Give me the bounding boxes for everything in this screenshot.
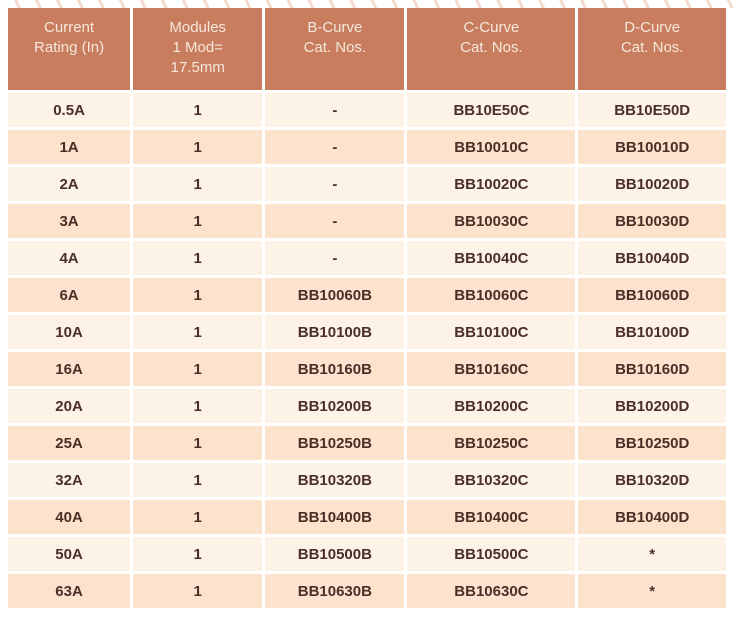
table-cell: 1 bbox=[133, 315, 263, 349]
table-row: 20A 1 BB10200B BB10200C BB10200D bbox=[8, 389, 726, 423]
table-cell: BB10200B bbox=[265, 389, 405, 423]
table-cell: BB10020C bbox=[407, 167, 576, 201]
table-row: 4A 1- BB10040C BB10040D bbox=[8, 241, 726, 275]
table-cell: 1 bbox=[133, 352, 263, 386]
table-cell: 1 bbox=[133, 500, 263, 534]
table-row: 0.5A 1- BB10E50C BB10E50D bbox=[8, 93, 726, 127]
table-cell: BB10060C bbox=[407, 278, 576, 312]
table-cell: BB10630B bbox=[265, 574, 405, 608]
table-cell: BB10200C bbox=[407, 389, 576, 423]
table-row: 32A 1 BB10320B BB10320C BB10320D bbox=[8, 463, 726, 497]
table-cell: BB10030D bbox=[578, 204, 726, 238]
table-cell: BB10100D bbox=[578, 315, 726, 349]
table-cell: 1 bbox=[133, 463, 263, 497]
table-cell: BB10250C bbox=[407, 426, 576, 460]
table-cell: BB10040D bbox=[578, 241, 726, 275]
table-cell: BB10200D bbox=[578, 389, 726, 423]
table-cell: 2A bbox=[8, 167, 131, 201]
table-cell: BB10320D bbox=[578, 463, 726, 497]
col-header-c-curve: C-Curve Cat. Nos. bbox=[407, 8, 576, 90]
table-cell: 3A bbox=[8, 204, 131, 238]
table-row: 6A 1 BB10060B BB10060C BB10060D bbox=[8, 278, 726, 312]
table-cell: BB10500B bbox=[265, 537, 405, 571]
col-header-current-rating: Current Rating (In) bbox=[8, 8, 131, 90]
table-cell: BB10160D bbox=[578, 352, 726, 386]
table-cell: 25A bbox=[8, 426, 131, 460]
table-header: Current Rating (In) Modules 1 Mod= 17.5m… bbox=[8, 8, 726, 90]
table-cell: * bbox=[578, 574, 726, 608]
table-cell: - bbox=[265, 167, 405, 201]
table-row: 25A 1 BB10250B BB10250C BB10250D bbox=[8, 426, 726, 460]
table-body: 0.5A 1- BB10E50C BB10E50D 1A 1- BB10010C BB1001… bbox=[8, 93, 726, 608]
col-header-d-curve: D-Curve Cat. Nos. bbox=[578, 8, 726, 90]
table-cell: 1 bbox=[133, 241, 263, 275]
table-cell: 10A bbox=[8, 315, 131, 349]
table-row: 3A 1- BB10030C BB10030D bbox=[8, 204, 726, 238]
table-cell: 1A bbox=[8, 130, 131, 164]
table-cell: 16A bbox=[8, 352, 131, 386]
catalog-table: Current Rating (In) Modules 1 Mod= 17.5m… bbox=[5, 5, 729, 611]
table-cell: BB10100B bbox=[265, 315, 405, 349]
table-row: 2A 1- BB10020C BB10020D bbox=[8, 167, 726, 201]
table-cell: BB10160B bbox=[265, 352, 405, 386]
table-cell: BB10060B bbox=[265, 278, 405, 312]
table-cell: BB10320B bbox=[265, 463, 405, 497]
table-row: 50A 1 BB10500B BB10500C * bbox=[8, 537, 726, 571]
table-cell: 0.5A bbox=[8, 93, 131, 127]
table-cell: BB10160C bbox=[407, 352, 576, 386]
table-cell: 6A bbox=[8, 278, 131, 312]
table-row: 40A 1 BB10400B BB10400C BB10400D bbox=[8, 500, 726, 534]
header-row: Current Rating (In) Modules 1 Mod= 17.5m… bbox=[8, 8, 726, 90]
table-row: 10A 1 BB10100B BB10100C BB10100D bbox=[8, 315, 726, 349]
table-cell: 1 bbox=[133, 130, 263, 164]
table-row: 63A 1 BB10630B BB10630C * bbox=[8, 574, 726, 608]
table-cell: BB10E50C bbox=[407, 93, 576, 127]
table-cell: BB10500C bbox=[407, 537, 576, 571]
table-cell: 1 bbox=[133, 278, 263, 312]
table-cell: BB10320C bbox=[407, 463, 576, 497]
table-row: 16A 1 BB10160B BB10160C BB10160D bbox=[8, 352, 726, 386]
table-cell: BB10250D bbox=[578, 426, 726, 460]
table-cell: 1 bbox=[133, 574, 263, 608]
table-cell: 40A bbox=[8, 500, 131, 534]
table-cell: - bbox=[265, 204, 405, 238]
table-cell: BB10E50D bbox=[578, 93, 726, 127]
table-cell: BB10250B bbox=[265, 426, 405, 460]
table-cell: - bbox=[265, 241, 405, 275]
table-cell: 50A bbox=[8, 537, 131, 571]
table-cell: 1 bbox=[133, 93, 263, 127]
table-cell: BB10400B bbox=[265, 500, 405, 534]
table-cell: BB10400D bbox=[578, 500, 726, 534]
table-cell: BB10630C bbox=[407, 574, 576, 608]
table-cell: 1 bbox=[133, 167, 263, 201]
table-cell: BB10040C bbox=[407, 241, 576, 275]
table-cell: 1 bbox=[133, 426, 263, 460]
table-row: 1A 1- BB10010C BB10010D bbox=[8, 130, 726, 164]
col-header-b-curve: B-Curve Cat. Nos. bbox=[265, 8, 405, 90]
table-cell: 20A bbox=[8, 389, 131, 423]
table-cell: BB10030C bbox=[407, 204, 576, 238]
decorative-edge-pattern bbox=[0, 0, 734, 8]
table-cell: * bbox=[578, 537, 726, 571]
table-cell: 4A bbox=[8, 241, 131, 275]
table-cell: BB10400C bbox=[407, 500, 576, 534]
table-cell: 32A bbox=[8, 463, 131, 497]
table-cell: BB10020D bbox=[578, 167, 726, 201]
table-cell: 1 bbox=[133, 204, 263, 238]
col-header-modules: Modules 1 Mod= 17.5mm bbox=[133, 8, 263, 90]
table-cell: BB10060D bbox=[578, 278, 726, 312]
table-cell: 1 bbox=[133, 537, 263, 571]
table-cell: BB10010D bbox=[578, 130, 726, 164]
table-cell: BB10010C bbox=[407, 130, 576, 164]
table-cell: - bbox=[265, 93, 405, 127]
table-cell: 63A bbox=[8, 574, 131, 608]
table-cell: 1 bbox=[133, 389, 263, 423]
table-cell: BB10100C bbox=[407, 315, 576, 349]
table-cell: - bbox=[265, 130, 405, 164]
